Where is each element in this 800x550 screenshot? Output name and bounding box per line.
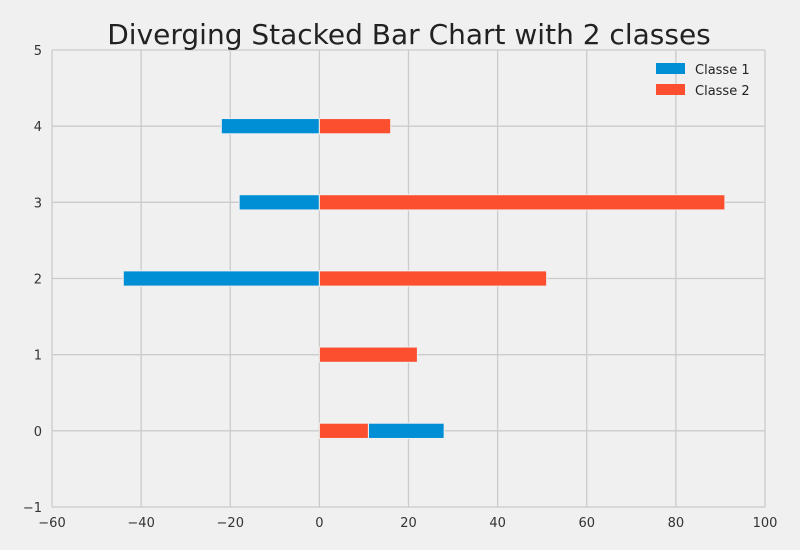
legend-swatch-classe-2: [656, 84, 685, 95]
bar-classe-1-0: [367, 422, 445, 439]
bar-classe-1-3: [238, 194, 320, 211]
x-tick-label: −60: [38, 516, 65, 531]
bar-classe-2-0: [318, 422, 369, 439]
y-tick-label: 4: [34, 120, 42, 135]
y-tick-label: 0: [34, 425, 42, 440]
x-tick-label: 40: [489, 516, 506, 531]
x-tick-label: 0: [315, 516, 323, 531]
bar-classe-2-4: [318, 118, 392, 135]
x-tick-label: 100: [753, 516, 778, 531]
bars: [122, 118, 726, 439]
x-tick-label: −20: [217, 516, 244, 531]
bar-classe-2-1: [318, 346, 418, 363]
x-axis-ticks: −60 −40 −20 0 20 40 60 80 100: [38, 516, 777, 531]
x-tick-label: 20: [400, 516, 417, 531]
y-tick-label: 5: [34, 44, 42, 59]
bar-classe-1-2: [122, 270, 320, 287]
y-tick-label: −1: [23, 501, 42, 516]
bar-classe-1-4: [220, 118, 320, 135]
y-tick-label: 2: [34, 273, 42, 288]
legend: Classe 1 Classe 2: [656, 63, 750, 99]
bar-classe-2-3: [318, 194, 726, 211]
legend-label-classe-2: Classe 2: [695, 84, 750, 99]
legend-swatch-classe-1: [656, 63, 685, 74]
y-tick-label: 1: [34, 349, 42, 364]
x-tick-label: 60: [578, 516, 595, 531]
x-tick-label: −40: [127, 516, 154, 531]
y-axis-ticks: −1 0 1 2 3 4 5: [23, 44, 42, 516]
y-tick-label: 3: [34, 196, 42, 211]
chart-title: Diverging Stacked Bar Chart with 2 class…: [107, 18, 711, 51]
bar-classe-2-2: [318, 270, 548, 287]
x-tick-label: 80: [668, 516, 685, 531]
legend-label-classe-1: Classe 1: [695, 63, 750, 78]
